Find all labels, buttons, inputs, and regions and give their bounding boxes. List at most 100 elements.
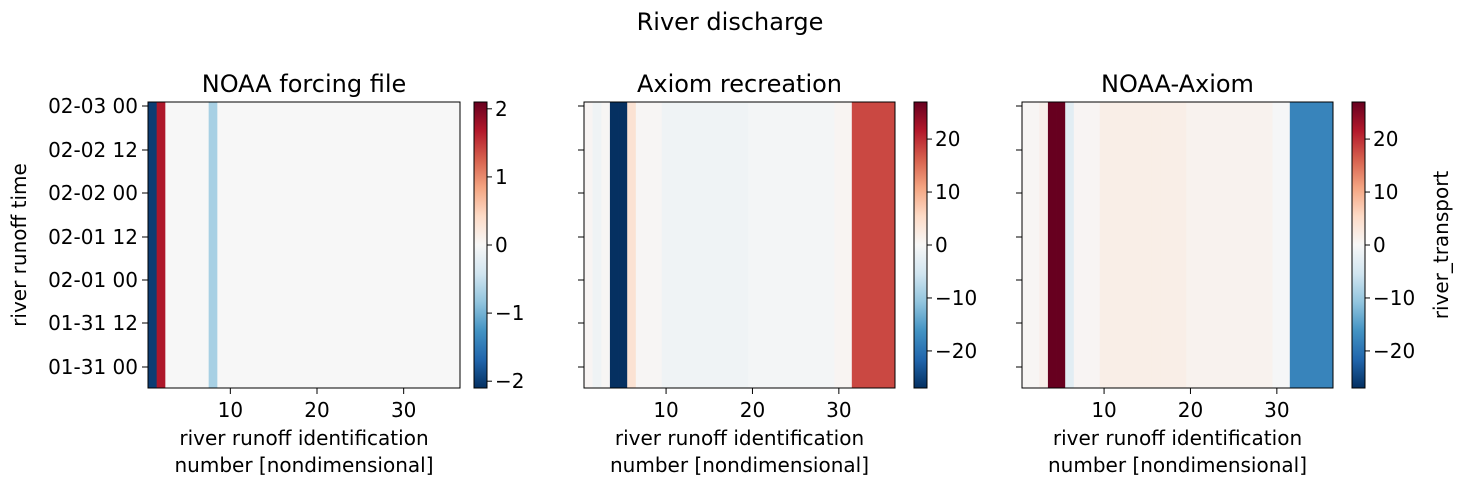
heatmap-cell-column	[1134, 102, 1144, 388]
y-tick-label: 02-01 00	[48, 268, 138, 292]
panel-2: Axiom recreation 10 20 30 river runoff ident…	[578, 70, 977, 477]
colorbar-tick-label: 1	[495, 165, 508, 189]
heatmap-cell-column	[1307, 102, 1317, 388]
heatmap-cell-column	[748, 102, 758, 388]
heatmap-cell-column	[200, 102, 210, 388]
panel-title: NOAA-Axiom	[1101, 70, 1254, 98]
x-tick-label: 30	[1264, 398, 1289, 422]
heatmap-cell-column	[1142, 102, 1152, 388]
heatmap-cell-column	[1177, 102, 1187, 388]
heatmap-cell-column	[191, 102, 201, 388]
colorbar-tick-label: 0	[1373, 233, 1386, 257]
heatmap-cell-column	[834, 102, 844, 388]
heatmap-cell-column	[627, 102, 637, 388]
heatmap-cell-column	[799, 102, 810, 388]
heatmap-cell-column	[584, 102, 594, 388]
heatmap-cell-column	[791, 102, 801, 388]
axes-frame	[1021, 101, 1334, 389]
y-tick-label: 02-01 12	[48, 225, 138, 249]
heatmap-cell-column	[1281, 102, 1291, 388]
heatmap-cell-column	[774, 102, 784, 388]
heatmap-cell-column	[1289, 102, 1299, 388]
heatmap-cell-column	[860, 102, 870, 388]
heatmap-cell-column	[148, 102, 158, 388]
heatmap-cell-column	[609, 102, 619, 388]
heatmap-cell-column	[869, 102, 879, 388]
axes-frame	[147, 101, 461, 389]
x-tick-label: 30	[391, 398, 416, 422]
heatmap-cell-column	[1203, 102, 1213, 388]
heatmap-cell-column	[886, 102, 896, 388]
y-tick-label: 02-03 00	[48, 94, 138, 118]
heatmap-cell-column	[1194, 102, 1204, 388]
heatmap-cell-column	[825, 102, 835, 388]
heatmap-cell-column	[704, 102, 714, 388]
colorbar-tick-label: 10	[935, 180, 960, 204]
heatmap-cell-column	[722, 102, 732, 388]
heatmap-cell-column	[679, 102, 689, 388]
y-tick-label: 01-31 00	[48, 355, 138, 379]
heatmap-cell-column	[877, 102, 887, 388]
heatmap-cell-column	[782, 102, 792, 388]
heatmap-cell-column	[817, 102, 827, 388]
x-axis-label: number [nondimensional]	[610, 453, 869, 477]
heatmap-cell-column	[687, 102, 697, 388]
x-tick-label: 10	[1091, 398, 1116, 422]
panel-title: Axiom recreation	[637, 70, 842, 98]
figure-title: River discharge	[637, 8, 824, 36]
heatmap-cell-column	[182, 102, 192, 388]
heatmap-cell-column	[208, 102, 218, 388]
heatmap-cell-column	[765, 102, 775, 388]
colorbar-tick-label: 20	[1373, 127, 1398, 151]
heatmap-cell-column	[1056, 102, 1066, 388]
heatmap-cell-column	[165, 102, 175, 388]
colorbar	[1352, 102, 1365, 388]
colorbar-tick-label: −20	[935, 339, 977, 363]
heatmap-cell-column	[1160, 102, 1170, 388]
heatmap-cell-column	[156, 102, 166, 388]
heatmap-cell-column	[713, 102, 723, 388]
colorbar	[914, 102, 927, 388]
heatmap-cell-column	[739, 102, 749, 388]
x-tick-label: 10	[218, 398, 243, 422]
heatmap-cell-column	[1324, 102, 1334, 388]
x-tick-label: 30	[826, 398, 851, 422]
heatmap-cell-column	[1108, 102, 1118, 388]
heatmap-cell-column	[1212, 102, 1222, 388]
heatmap-cell-column	[1065, 102, 1075, 388]
heatmap-cell-column	[1082, 102, 1092, 388]
heatmap-cell-column	[1099, 102, 1109, 388]
heatmap-cell-column	[174, 102, 184, 388]
heatmap-cell-column	[1237, 102, 1248, 388]
heatmap-cell-column	[756, 102, 766, 388]
heatmap-cell-column	[1246, 102, 1256, 388]
heatmap-cell-column	[1229, 102, 1239, 388]
heatmap-cell-column	[1022, 102, 1032, 388]
heatmap-cell-column	[601, 102, 611, 388]
colorbar-tick-label: 0	[495, 233, 508, 257]
heatmap-cell-column	[843, 102, 853, 388]
colorbar-label: river_transport	[1429, 171, 1453, 320]
heatmap-cell-column	[1298, 102, 1308, 388]
heatmap-cell-column	[696, 102, 706, 388]
colorbar-tick-label: −2	[495, 369, 524, 393]
heatmap-cell-column	[1125, 102, 1135, 388]
heatmap-cell-column	[661, 102, 671, 388]
heatmap-cell-column	[670, 102, 680, 388]
heatmap-cell-column	[618, 102, 628, 388]
heatmap-cell-column	[1186, 102, 1196, 388]
heatmap-cell-column	[592, 102, 602, 388]
x-axis-label: river runoff identification	[615, 426, 864, 450]
heatmap-cell-column	[1315, 102, 1325, 388]
heatmap-cell-column	[1151, 102, 1161, 388]
heatmap-cell-column	[808, 102, 818, 388]
heatmap-cell-column	[653, 102, 663, 388]
x-axis-label: number [nondimensional]	[1048, 453, 1307, 477]
axes-frame	[583, 101, 896, 389]
heatmap-cell-column	[1039, 102, 1049, 388]
y-tick-label: 02-02 00	[48, 181, 138, 205]
colorbar-tick-label: −10	[935, 286, 977, 310]
colorbar-tick-label: −20	[1373, 339, 1415, 363]
